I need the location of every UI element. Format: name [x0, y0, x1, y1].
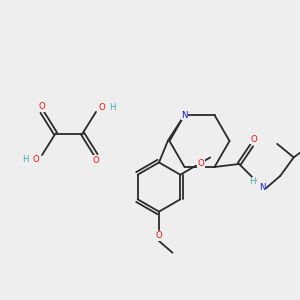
- Text: O: O: [99, 103, 105, 112]
- Text: O: O: [156, 231, 162, 240]
- Text: H: H: [109, 103, 116, 112]
- Text: N: N: [259, 183, 266, 192]
- Text: O: O: [197, 158, 204, 167]
- Text: O: O: [93, 156, 99, 165]
- Text: O: O: [251, 135, 257, 144]
- Text: H: H: [249, 178, 256, 187]
- Text: H: H: [22, 155, 29, 164]
- Text: O: O: [33, 155, 39, 164]
- Text: N: N: [181, 110, 188, 119]
- Text: O: O: [39, 102, 45, 111]
